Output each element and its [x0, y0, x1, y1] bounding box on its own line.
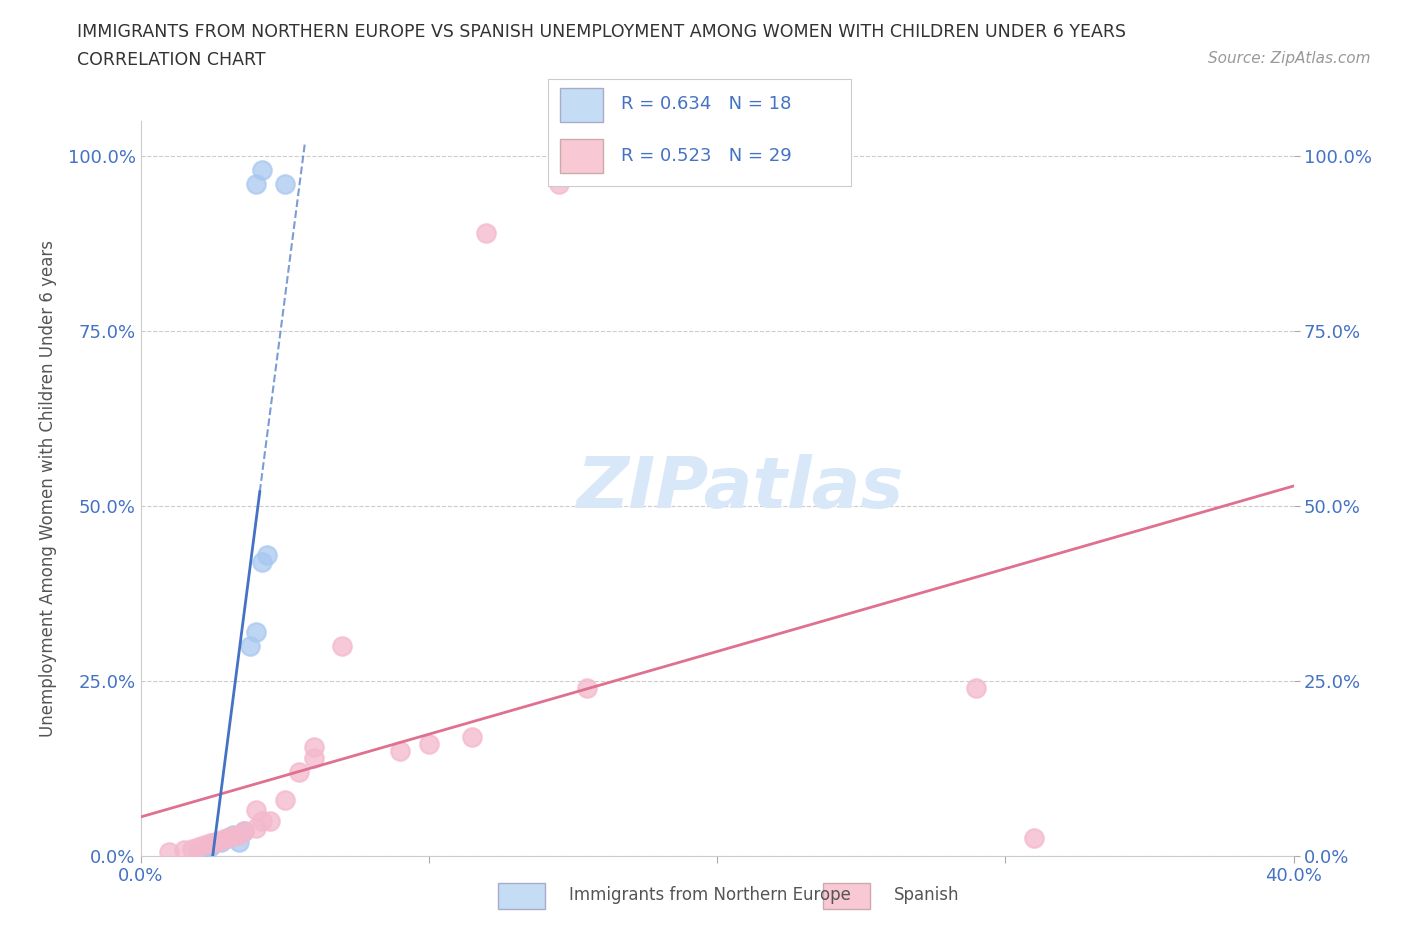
Point [204, 834, 226, 849]
Point [576, 680, 599, 695]
Point [245, 624, 267, 639]
Point [193, 843, 215, 857]
Point [250, 813, 273, 828]
Text: R = 0.523   N = 29: R = 0.523 N = 29 [621, 147, 792, 165]
Point [228, 827, 250, 842]
Point [245, 803, 267, 817]
Point [159, 844, 180, 859]
FancyBboxPatch shape [561, 87, 603, 122]
Point [198, 840, 221, 855]
Point [418, 737, 440, 751]
Point [461, 729, 484, 744]
Point [259, 813, 281, 828]
Point [204, 834, 226, 849]
Text: Immigrants from Northern Europe: Immigrants from Northern Europe [569, 886, 851, 904]
Point [250, 163, 273, 178]
Point [198, 838, 221, 853]
Point [302, 739, 325, 754]
Point [209, 834, 232, 849]
Point [233, 824, 256, 839]
Point [388, 743, 411, 758]
Text: IMMIGRANTS FROM NORTHERN EUROPE VS SPANISH UNEMPLOYMENT AMONG WOMEN WITH CHILDRE: IMMIGRANTS FROM NORTHERN EUROPE VS SPANI… [77, 23, 1126, 41]
Point [233, 824, 256, 839]
Point [193, 838, 215, 853]
FancyBboxPatch shape [498, 884, 546, 909]
Text: Spanish: Spanish [894, 886, 959, 904]
Point [274, 792, 297, 807]
Point [250, 554, 273, 569]
Point [187, 840, 209, 855]
Point [256, 547, 278, 562]
Point [239, 638, 262, 653]
Y-axis label: Unemployment Among Women with Children Under 6 years: Unemployment Among Women with Children U… [38, 240, 56, 737]
Point [173, 843, 195, 857]
FancyBboxPatch shape [561, 139, 603, 173]
Point [1024, 830, 1046, 845]
Point [222, 827, 245, 842]
Point [193, 841, 215, 856]
Text: ZIPatlas: ZIPatlas [576, 454, 904, 523]
Point [222, 829, 245, 844]
Point [274, 177, 297, 192]
Point [245, 820, 267, 835]
Point [187, 844, 209, 859]
Text: Source: ZipAtlas.com: Source: ZipAtlas.com [1208, 51, 1371, 66]
Point [217, 830, 239, 845]
Point [217, 830, 239, 845]
Point [198, 835, 221, 850]
Point [181, 841, 204, 856]
Point [228, 834, 250, 849]
Text: R = 0.634   N = 18: R = 0.634 N = 18 [621, 95, 792, 113]
Point [332, 638, 354, 653]
Point [245, 177, 267, 192]
FancyBboxPatch shape [823, 884, 870, 909]
Point [475, 225, 498, 240]
Point [547, 177, 569, 192]
Point [302, 751, 325, 765]
Text: CORRELATION CHART: CORRELATION CHART [77, 51, 266, 69]
Point [209, 832, 232, 847]
Point [965, 680, 987, 695]
Point [288, 764, 311, 779]
